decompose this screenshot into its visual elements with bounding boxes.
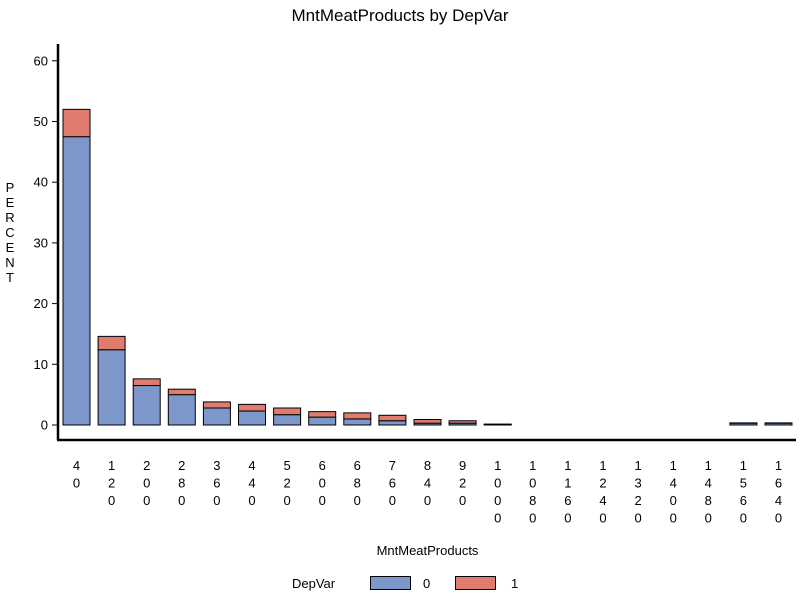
bar-dep1 [413,419,442,424]
bar-dep0 [308,416,337,426]
y-tick-label: 0 [41,418,48,433]
y-axis-label-letter: E [5,195,15,210]
bar-dep1 [97,335,126,351]
bar-dep0 [167,394,196,426]
chart-plot: 0 10 20 30 40 50 60 4 0 1 2 0 2 0 0 2 8 0 3 6 0 4 4 0 5 2 0 6 0 0 6 8 0 7… [34,44,796,526]
y-tick-label: 60 [34,53,48,68]
y-tick-label: 40 [34,175,48,190]
bar-dep1 [167,388,196,396]
chart-title: MntMeatProducts by DepVar [291,6,509,25]
y-axis-label-letter: E [5,240,15,255]
legend-label-0: 0 [423,576,431,591]
bar-dep1 [378,414,407,422]
legend-swatch-1 [455,576,496,590]
y-axis-label-letter: C [5,225,15,240]
bar-dep1 [273,407,302,416]
y-axis-label-letter: T [6,270,14,285]
bar-dep1 [308,411,337,418]
bar-dep0 [238,410,266,426]
y-tick-label: 50 [34,114,48,129]
bar-dep1 [238,403,266,412]
bar-dep1 [62,108,91,138]
bar-dep0 [132,385,161,426]
bar-dep1 [132,378,161,387]
y-tick-label: 10 [34,357,48,372]
bar-dep0 [62,136,91,426]
y-axis-label-letter: R [5,210,15,225]
y-axis-label-letter: P [5,180,15,195]
bar-dep0 [343,418,372,426]
bar-dep1 [343,412,372,420]
bar-dep1 [202,401,231,409]
bar-dep0 [97,349,126,426]
y-axis-label-letter: N [5,255,15,270]
bar-dep1 [448,420,477,424]
legend-title: DepVar [292,576,336,591]
legend-swatch-0 [370,576,411,590]
bar-dep0 [202,407,231,426]
y-tick-label: 30 [34,235,48,250]
y-tick-label: 20 [34,296,48,311]
bar-dep0 [378,420,407,426]
legend-label-1: 1 [511,576,519,591]
x-axis-label: MntMeatProducts [376,543,479,558]
bar-dep0 [273,414,302,426]
